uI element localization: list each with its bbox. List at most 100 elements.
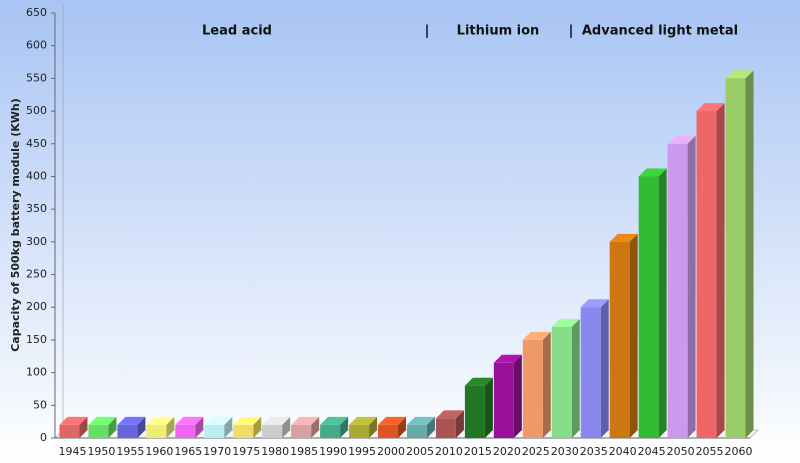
bar bbox=[320, 424, 341, 438]
bar-top bbox=[88, 416, 117, 425]
bar-side bbox=[282, 416, 291, 438]
y-axis-label: Capacity of 500kg battery module (KWh) bbox=[9, 98, 22, 352]
bar-top bbox=[609, 233, 638, 242]
bar bbox=[291, 424, 312, 438]
bar-top bbox=[262, 416, 291, 425]
bar-side bbox=[195, 416, 204, 438]
bar-top bbox=[146, 416, 175, 425]
bar bbox=[117, 424, 138, 438]
bar-top bbox=[291, 416, 320, 425]
bar-side bbox=[398, 416, 407, 438]
bar-side bbox=[513, 354, 522, 438]
y-tick-label: 600 bbox=[26, 39, 47, 52]
bar-side bbox=[166, 416, 175, 438]
x-tick-label: 1950 bbox=[87, 445, 115, 458]
bar bbox=[551, 326, 572, 438]
bar-side bbox=[658, 168, 667, 438]
y-tick-label: 200 bbox=[26, 300, 47, 313]
x-tick-label: 2000 bbox=[377, 445, 405, 458]
bar bbox=[233, 424, 254, 438]
bar-side bbox=[542, 331, 551, 438]
bar bbox=[609, 241, 630, 438]
bar bbox=[464, 385, 485, 438]
bar-side bbox=[716, 103, 725, 439]
x-tick-label: 2045 bbox=[638, 445, 666, 458]
bar-side bbox=[369, 416, 378, 438]
bar bbox=[59, 424, 80, 438]
bar-side bbox=[455, 410, 464, 438]
bar-side bbox=[79, 416, 88, 438]
x-tick-label: 1955 bbox=[116, 445, 144, 458]
bar bbox=[406, 424, 427, 438]
bar bbox=[435, 418, 456, 438]
bar bbox=[725, 78, 746, 438]
bar bbox=[493, 362, 514, 438]
bar-top bbox=[696, 103, 725, 112]
x-tick-label: 1980 bbox=[261, 445, 289, 458]
y-tick-label: 550 bbox=[26, 71, 47, 84]
x-tick-label: 2055 bbox=[696, 445, 724, 458]
bar-side bbox=[137, 416, 146, 438]
bar-top bbox=[59, 416, 88, 425]
bar-side bbox=[311, 416, 320, 438]
bar bbox=[580, 307, 601, 438]
annotation: Advanced light metal bbox=[582, 24, 738, 39]
annotation: | bbox=[425, 24, 430, 39]
x-tick-label: 2020 bbox=[493, 445, 521, 458]
y-tick-label: 450 bbox=[26, 137, 47, 150]
bar-top bbox=[435, 410, 464, 419]
bar-top bbox=[493, 354, 522, 363]
x-tick-label: 2005 bbox=[406, 445, 434, 458]
bar bbox=[522, 339, 543, 438]
x-tick-label: 2040 bbox=[609, 445, 637, 458]
bar-top bbox=[464, 377, 493, 386]
annotation: Lead acid bbox=[202, 24, 272, 39]
bar-side bbox=[745, 70, 754, 438]
annotation: | bbox=[569, 24, 574, 39]
bar-top bbox=[378, 416, 407, 425]
bar bbox=[175, 424, 196, 438]
x-tick-label: 1975 bbox=[232, 445, 260, 458]
y-tick-label: 150 bbox=[26, 333, 47, 346]
y-tick-label: 250 bbox=[26, 268, 47, 281]
bar bbox=[146, 424, 167, 438]
bar-top bbox=[320, 416, 349, 425]
bar bbox=[378, 424, 399, 438]
y-tick-label: 500 bbox=[26, 104, 47, 117]
bar-side bbox=[600, 299, 609, 438]
bar bbox=[667, 143, 688, 438]
bar bbox=[262, 424, 283, 438]
bar bbox=[204, 424, 225, 438]
x-tick-label: 2050 bbox=[667, 445, 695, 458]
x-tick-label: 1990 bbox=[319, 445, 347, 458]
bar-side bbox=[629, 233, 638, 438]
bar-top bbox=[638, 168, 667, 177]
bar-top bbox=[580, 299, 609, 308]
bar bbox=[349, 424, 370, 438]
y-tick-label: 400 bbox=[26, 169, 47, 182]
annotation: Lithium ion bbox=[457, 24, 540, 39]
x-tick-label: 1970 bbox=[203, 445, 231, 458]
bar bbox=[638, 176, 659, 438]
y-tick-label: 50 bbox=[33, 398, 47, 411]
y-tick-label: 300 bbox=[26, 235, 47, 248]
x-tick-label: 2060 bbox=[725, 445, 753, 458]
x-tick-label: 2035 bbox=[580, 445, 608, 458]
bar-top bbox=[551, 318, 580, 327]
x-tick-label: 1985 bbox=[290, 445, 318, 458]
bar-top bbox=[522, 331, 551, 340]
bar-side bbox=[571, 318, 580, 438]
bar-top bbox=[725, 70, 754, 79]
x-tick-label: 1965 bbox=[174, 445, 202, 458]
x-tick-label: 1995 bbox=[348, 445, 376, 458]
bar-side bbox=[340, 416, 349, 438]
bar-top bbox=[233, 416, 262, 425]
bar-top bbox=[204, 416, 233, 425]
x-tick-label: 2025 bbox=[522, 445, 550, 458]
bar-top bbox=[117, 416, 146, 425]
y-tick-label: 650 bbox=[26, 6, 47, 19]
bar-side bbox=[224, 416, 233, 438]
bar bbox=[696, 111, 717, 439]
y-tick-label: 350 bbox=[26, 202, 47, 215]
